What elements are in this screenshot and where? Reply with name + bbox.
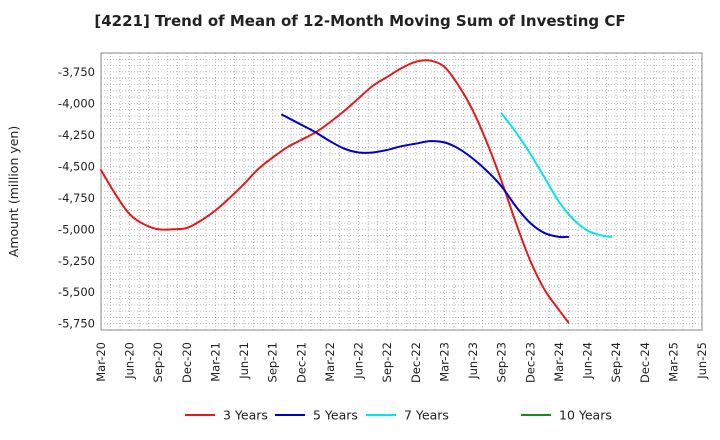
y-tick-label: -4,750 <box>58 191 95 205</box>
y-axis: -3,750 -4,000 -4,250 -4,500 -4,750 -5,000 -5,2… <box>58 65 95 331</box>
x-tick-label: Mar-21 <box>208 342 222 382</box>
x-tick-label: Sep-24 <box>609 342 623 382</box>
y-tick-label: -5,000 <box>58 222 95 236</box>
x-tick-label: Jun-22 <box>352 342 366 380</box>
legend-item-3-years: 3 Years <box>185 408 268 423</box>
legend-item-5-years: 5 Years <box>275 408 358 423</box>
y-tick-label: -5,500 <box>58 285 95 299</box>
x-tick-label: Jun-21 <box>237 342 251 380</box>
chart-title: [4221] Trend of Mean of 12-Month Moving … <box>94 12 626 30</box>
legend: 3 Years 5 Years 7 Years 10 Years <box>185 408 612 423</box>
x-tick-label: Jun-25 <box>695 342 709 380</box>
series-line-7-years <box>500 112 613 238</box>
x-tick-label: Jun-24 <box>581 342 595 380</box>
y-tick-label: -4,250 <box>58 128 95 142</box>
series-line-5-years <box>281 113 570 239</box>
grid <box>100 52 703 331</box>
x-tick-label: Sep-23 <box>495 342 509 382</box>
legend-label: 7 Years <box>404 408 449 423</box>
x-tick-label: Mar-25 <box>666 342 680 382</box>
legend-label: 5 Years <box>313 408 358 423</box>
x-tick-label: Mar-22 <box>323 342 337 382</box>
series-line-3-years <box>100 59 570 324</box>
x-tick-label: Dec-20 <box>180 342 194 383</box>
legend-item-10-years: 10 Years <box>521 408 612 423</box>
x-tick-label: Mar-23 <box>437 342 451 382</box>
legend-label: 10 Years <box>559 408 612 423</box>
y-tick-label: -4,000 <box>58 96 95 110</box>
y-tick-label: -5,750 <box>58 317 95 331</box>
legend-label: 3 Years <box>223 408 268 423</box>
x-tick-label: Sep-20 <box>151 342 165 382</box>
x-tick-label: Dec-23 <box>523 342 537 383</box>
x-axis: Mar-20 Jun-20 Sep-20 Dec-20 Mar-21 Jun-21 Sep-… <box>94 342 709 383</box>
x-tick-label: Jun-23 <box>466 342 480 380</box>
legend-item-7-years: 7 Years <box>366 408 449 423</box>
x-tick-label: Dec-22 <box>409 342 423 383</box>
x-tick-label: Mar-24 <box>552 342 566 382</box>
x-tick-label: Mar-20 <box>94 342 108 382</box>
y-axis-label: Amount (million yen) <box>6 126 21 257</box>
x-tick-label: Sep-22 <box>380 342 394 382</box>
x-tick-label: Sep-21 <box>266 342 280 382</box>
x-tick-label: Dec-21 <box>294 342 308 383</box>
x-tick-label: Jun-20 <box>123 342 137 380</box>
y-tick-label: -4,500 <box>58 159 95 173</box>
plot-frame <box>100 52 703 331</box>
y-tick-label: -5,250 <box>58 254 95 268</box>
y-tick-label: -3,750 <box>58 65 95 79</box>
series-layer <box>100 59 613 324</box>
x-tick-label: Dec-24 <box>638 342 652 383</box>
